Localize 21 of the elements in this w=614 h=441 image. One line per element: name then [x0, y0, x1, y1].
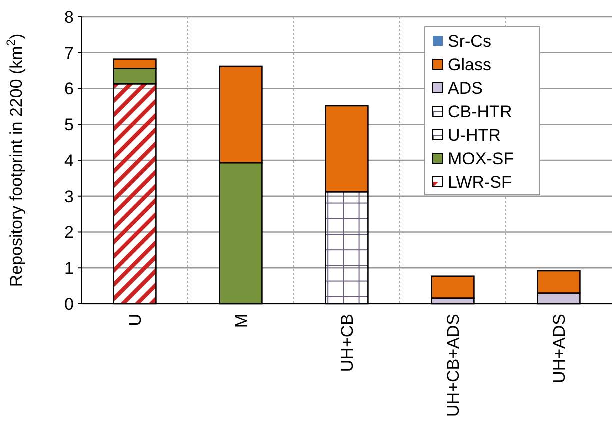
legend-label: CB-HTR [448, 102, 512, 122]
x-tick-label: UH+CB+ADS [444, 314, 463, 417]
legend-label: LWR-SF [448, 172, 512, 192]
y-tick-label: 6 [64, 80, 74, 99]
legend-label: Sr-Cs [448, 32, 492, 51]
y-tick-label: 2 [64, 223, 74, 242]
y-tick-label: 4 [64, 151, 74, 170]
y-tick-label: 8 [64, 8, 74, 27]
x-tick-label: U [126, 314, 145, 326]
x-tick-label: UH+CB [338, 314, 357, 372]
legend-label: Glass [448, 55, 492, 74]
y-tick-label: 5 [64, 116, 74, 135]
x-tick-label: M [232, 314, 251, 328]
x-tick-label: UH+ADS [550, 314, 569, 384]
y-tick-label: 3 [64, 187, 74, 206]
legend-label: ADS [448, 78, 483, 98]
legend-label: MOX-SF [448, 149, 514, 168]
y-tick-label: 1 [64, 259, 74, 278]
y-tick-label: 7 [64, 44, 74, 63]
legend-label: U-HTR [448, 126, 501, 145]
y-tick-label: 0 [64, 294, 74, 314]
